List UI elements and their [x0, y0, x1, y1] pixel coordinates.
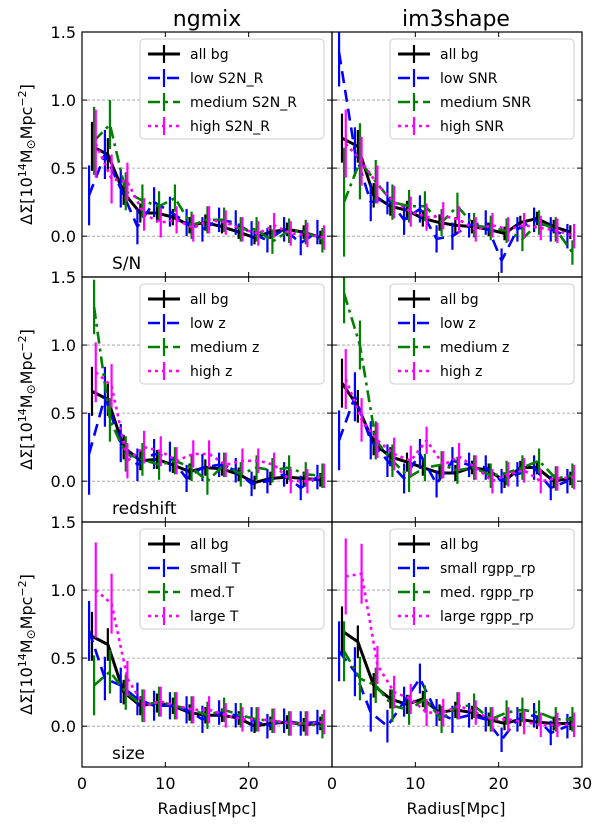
legend-label-medium: medium z: [440, 340, 509, 356]
y-tick-label: 1.5: [51, 268, 76, 287]
x-tick-label: 20: [238, 774, 258, 793]
series-group: [87, 100, 326, 256]
legend-box: [389, 528, 575, 630]
panel-redshift-im3shape: all bg low z medium z high z: [331, 276, 583, 523]
row-label: redshift: [112, 499, 177, 519]
legend-label-all: all bg: [440, 47, 479, 63]
panel-size-im3shape: 0 10 20 30 all bg small rgpp_rp med. rgpp_rpla…: [327, 521, 592, 793]
legend-label-high: high S2N_R: [190, 119, 270, 135]
legend-label-medium: med. rgpp_rp: [440, 585, 534, 601]
legend-label-high: high z: [440, 364, 482, 380]
legend-label-high: large T: [190, 609, 239, 625]
row-label: size: [112, 744, 145, 764]
y-tick-label: 1.5: [51, 23, 76, 42]
y-tick-label: 0.0: [51, 472, 76, 491]
y-tick-label: 1.5: [51, 513, 76, 532]
legend-label-all: all bg: [190, 292, 229, 308]
y-axis-label: ΔΣ[1014M⊙Mpc−2]: [16, 84, 38, 225]
legend: all bg low z medium z high z: [389, 283, 575, 385]
y-tick-label: 0.5: [51, 649, 76, 668]
x-tick-label: 20: [488, 774, 508, 793]
legend-label-low: low S2N_R: [190, 71, 264, 87]
legend-label-medium: med.T: [190, 585, 235, 601]
series-group: [337, 277, 576, 501]
legend: all bg low z medium z high z: [139, 283, 325, 385]
legend-label-low: low SNR: [440, 71, 498, 87]
y-tick-label: 0.0: [51, 717, 76, 736]
legend-label-medium: medium S2N_R: [190, 95, 297, 111]
legend-label-all: all bg: [440, 292, 479, 308]
legend: all bg low SNR medium SNR high SNR: [389, 38, 575, 140]
series-group: [337, 538, 576, 753]
legend-label-all: all bg: [190, 47, 229, 63]
legend-box: [389, 38, 575, 140]
legend-label-low: small rgpp_rp: [440, 561, 536, 577]
legend-label-medium: medium z: [190, 340, 259, 356]
series-line-high: [344, 142, 575, 238]
panel-frame: [331, 521, 583, 768]
series-line-medium: [92, 306, 323, 483]
y-tick-label: 0.5: [51, 159, 76, 178]
legend-label-medium: medium SNR: [440, 95, 531, 111]
y-axis-label: ΔΣ[1014M⊙Mpc−2]: [16, 574, 38, 715]
series-line-high: [94, 589, 325, 725]
column-title-ngmix: ngmix: [173, 7, 241, 32]
series-group: [87, 542, 326, 739]
series-line-high: [94, 371, 325, 483]
x-tick-label: 10: [155, 774, 175, 793]
legend-label-all: all bg: [190, 537, 229, 553]
legend-label-high: high SNR: [440, 119, 504, 135]
y-tick-label: 0.5: [51, 404, 76, 423]
legend-label-all: all bg: [440, 537, 479, 553]
legend-box: [389, 283, 575, 385]
legend-box: [139, 528, 325, 630]
y-axis-label: ΔΣ[1014M⊙Mpc−2]: [16, 329, 38, 470]
row-label: S/N: [112, 254, 141, 274]
y-tick-label: 1.0: [51, 91, 76, 110]
y-tick-label: 1.0: [51, 336, 76, 355]
column-title-im3shape: im3shape: [402, 7, 510, 32]
x-axis-label-right: Radius[Mpc]: [407, 799, 506, 818]
panel-size-ngmix: 0.0 0.5 1.0 1.5 0 10 20 size all bg small T med.T l…: [51, 513, 333, 793]
series-line-low: [338, 650, 568, 742]
y-tick-label: 1.0: [51, 581, 76, 600]
legend-label-high: large rgpp_rp: [440, 609, 534, 625]
legend-box: [139, 283, 325, 385]
x-tick-label: 0: [327, 774, 337, 793]
series-group: [87, 279, 326, 501]
x-axis-label-left: Radius[Mpc]: [158, 799, 257, 818]
x-tick-label: 10: [405, 774, 425, 793]
x-tick-label: 0: [77, 774, 87, 793]
x-tick-label: 30: [572, 774, 592, 793]
legend-label-low: low z: [440, 316, 476, 332]
legend-label-low: small T: [190, 561, 241, 577]
legend-label-high: high z: [190, 364, 232, 380]
panel-sn-im3shape: all bg low SNR medium SNR high SNR: [331, 31, 583, 278]
legend-label-low: low z: [190, 316, 226, 332]
y-tick-label: 0.0: [51, 227, 76, 246]
series-group: [337, 32, 576, 273]
series-line-high: [345, 572, 575, 727]
legend-box: [139, 38, 325, 140]
legend: all bg small T med.T large T: [139, 528, 325, 630]
